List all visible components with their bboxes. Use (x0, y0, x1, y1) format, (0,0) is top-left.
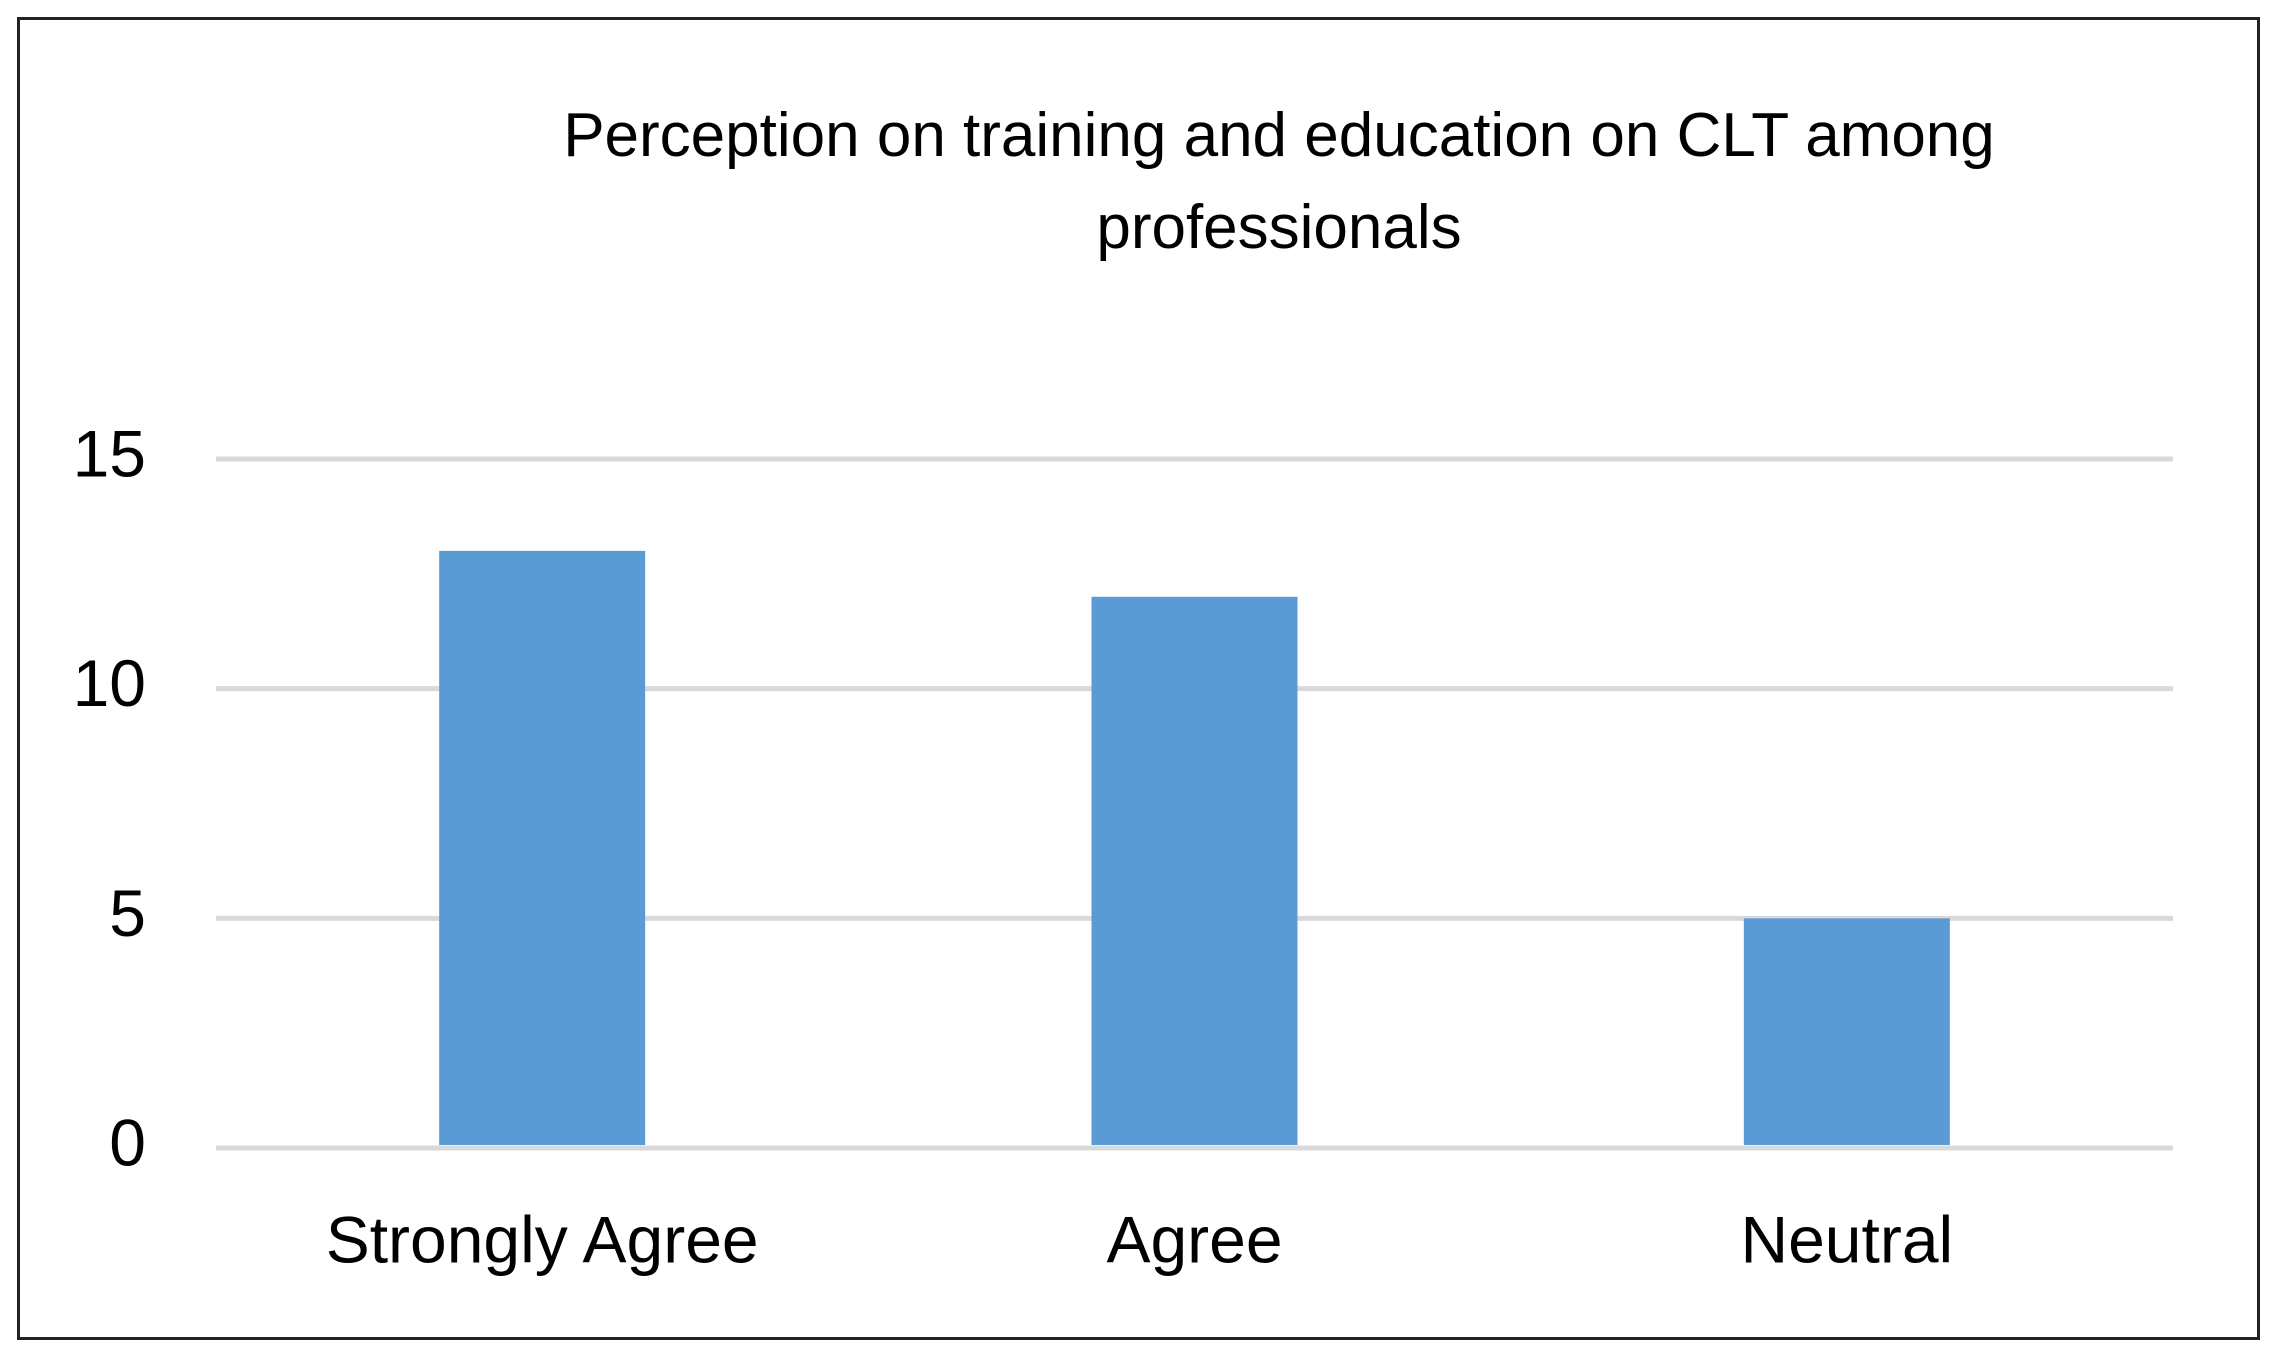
y-tick-label: 0 (109, 1105, 146, 1179)
bar (1743, 918, 1950, 1145)
y-tick-label: 5 (109, 876, 146, 950)
x-tick-label: Neutral (1740, 1202, 1953, 1276)
y-tick-label: 10 (73, 646, 146, 720)
x-tick-label: Strongly Agree (326, 1202, 759, 1276)
x-tick-label: Agree (1106, 1202, 1282, 1276)
bar (1091, 596, 1298, 1145)
y-tick-label: 15 (73, 416, 146, 490)
bar (439, 550, 646, 1145)
chart-title: Perception on training and education on … (563, 101, 1995, 262)
chart-border (17, 17, 2260, 1340)
